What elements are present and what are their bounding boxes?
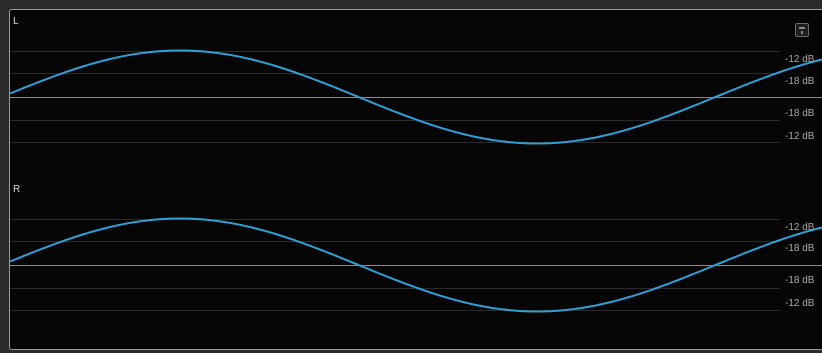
- settings-icon[interactable]: [795, 23, 809, 37]
- db-label-bottom-inner-left: -18 dB: [785, 108, 815, 119]
- waveform-left: [10, 49, 822, 145]
- db-label-top-outer-left: -12 dB: [785, 54, 815, 65]
- db-label-bottom-inner-right: -18 dB: [785, 275, 815, 286]
- settings-icon-dot: [801, 31, 803, 34]
- db-label-bottom-outer-left: -12 dB: [785, 131, 815, 142]
- db-label-top-inner-left: -18 dB: [785, 76, 815, 87]
- settings-icon-bar: [799, 27, 805, 29]
- channel-label-left: L: [13, 16, 19, 27]
- db-label-top-outer-right: -12 dB: [785, 222, 815, 233]
- oscilloscope-display: L -12 dB -18 dB -18 dB -12 dB R -12 dB -…: [9, 9, 822, 350]
- channel-label-right: R: [13, 184, 21, 195]
- db-label-top-inner-right: -18 dB: [785, 243, 815, 254]
- waveform-right: [10, 217, 822, 313]
- db-label-bottom-outer-right: -12 dB: [785, 298, 815, 309]
- waveform-canvas: [10, 49, 822, 313]
